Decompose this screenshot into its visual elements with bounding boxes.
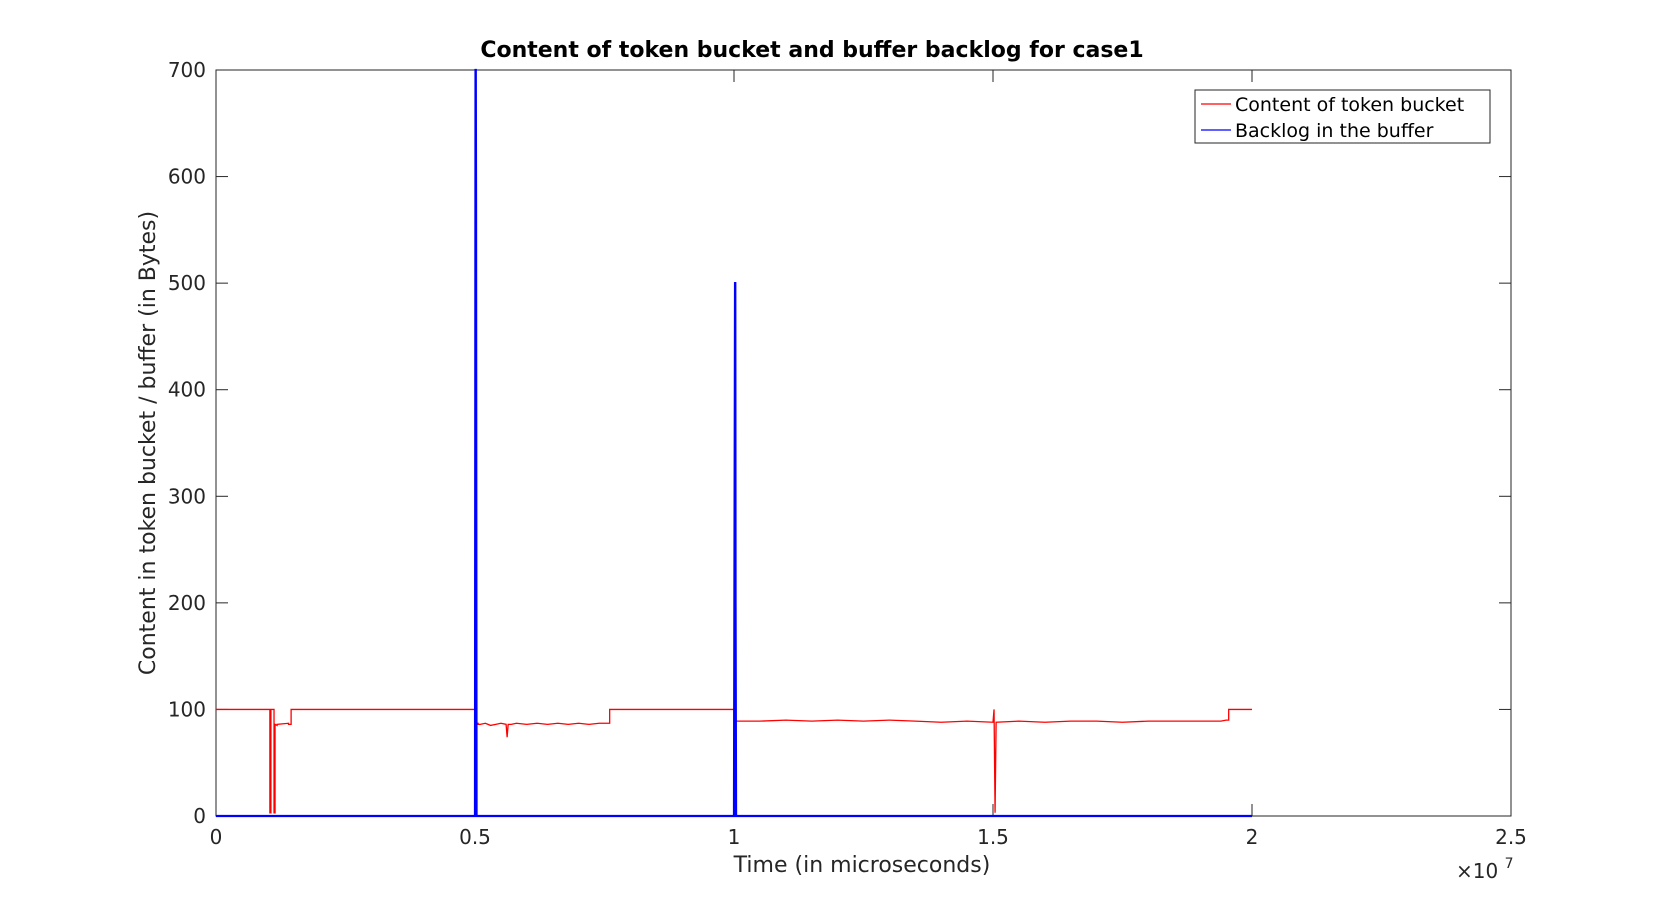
x-axis: 0 0.5 1 1.5 2 2.5	[210, 70, 1527, 849]
y-tick-label: 400	[168, 378, 206, 402]
x-tick-label: 1	[728, 825, 741, 849]
x-tick-label: 2.5	[1495, 825, 1527, 849]
y-tick-label: 100	[168, 697, 206, 721]
x-multiplier-base: ×10	[1456, 859, 1498, 883]
y-tick-label: 500	[168, 271, 206, 295]
series-layer	[216, 68, 1252, 818]
legend-label-token-bucket: Content of token bucket	[1235, 94, 1464, 116]
series-line-token-bucket	[216, 708, 1252, 814]
y-axis: 0 100 200 300 400 500 600 700	[168, 58, 1511, 828]
y-tick-label: 0	[193, 804, 206, 828]
chart-title: Content of token bucket and buffer backl…	[480, 38, 1143, 63]
y-tick-label: 600	[168, 165, 206, 189]
x-tick-label: 2	[1246, 825, 1259, 849]
x-tick-label: 0.5	[459, 825, 491, 849]
y-axis-label: Content in token bucket / buffer (in Byt…	[136, 211, 161, 675]
x-axis-label: Time (in microseconds)	[733, 853, 991, 878]
legend-label-backlog: Backlog in the buffer	[1235, 120, 1434, 142]
x-tick-label: 1.5	[977, 825, 1009, 849]
x-tick-label: 0	[210, 825, 223, 849]
legend: Content of token bucket Backlog in the b…	[1194, 89, 1491, 144]
y-tick-label: 700	[168, 58, 206, 82]
series-line-buffer-backlog	[216, 68, 1252, 818]
legend-box	[1194, 89, 1491, 144]
x-multiplier-exponent: 7	[1505, 856, 1514, 872]
y-tick-label: 200	[168, 591, 206, 615]
y-tick-label: 300	[168, 484, 206, 508]
x-axis-multiplier: ×10 7	[1456, 856, 1514, 883]
plot-area	[215, 69, 1512, 817]
